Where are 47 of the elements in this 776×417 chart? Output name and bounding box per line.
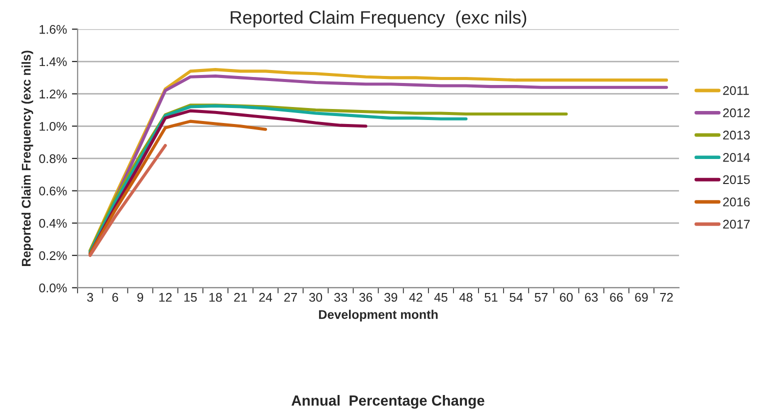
- x-tick-label: 36: [359, 292, 372, 302]
- legend-label: 2016: [723, 198, 750, 206]
- x-tick-label: 3: [87, 292, 94, 302]
- x-tick-label: 72: [660, 292, 673, 302]
- x-tick-label: 27: [284, 292, 297, 302]
- x-tick-label: 66: [610, 292, 623, 302]
- x-tick-label: 48: [459, 292, 472, 302]
- x-axis-title: Development month: [319, 310, 438, 322]
- x-tick-label: 39: [384, 292, 398, 302]
- x-tick-label: 15: [184, 293, 197, 302]
- x-tick-label: 18: [209, 292, 222, 302]
- x-tick-label: 21: [234, 292, 247, 302]
- x-tick-label: 33: [334, 292, 348, 302]
- x-tick-label: 24: [259, 292, 272, 302]
- x-tick-label: 51: [484, 293, 498, 302]
- x-tick-label: 45: [434, 293, 448, 302]
- x-tick-label: 30: [309, 292, 322, 302]
- y-tick-label: 0.6%: [39, 186, 67, 196]
- legend-label: 2012: [723, 108, 750, 118]
- y-tick-label: 1.0%: [40, 122, 67, 131]
- y-tick-label: 0.8%: [39, 154, 67, 164]
- legend-label: 2014: [723, 152, 750, 162]
- y-tick-label: 0.0%: [39, 284, 67, 292]
- x-tick-label: 54: [510, 293, 523, 302]
- x-tick-label: 60: [560, 292, 573, 302]
- legend-label: 2013: [723, 130, 750, 140]
- x-tick-label: 69: [635, 292, 648, 302]
- legend-label: 2017: [723, 220, 750, 229]
- x-tick-label: 6: [112, 292, 118, 302]
- chart-title: Reported Claim Frequency (exc nils): [230, 10, 526, 28]
- y-tick-label: 0.2%: [39, 251, 67, 260]
- y-tick-label: 1.4%: [40, 57, 67, 66]
- y-tick-label: 0.4%: [39, 218, 67, 228]
- line-series: [88, 104, 468, 254]
- y-tick-label: 1.6%: [40, 24, 67, 34]
- y-tick-label: 1.2%: [40, 90, 67, 98]
- x-tick-label: 57: [534, 293, 548, 302]
- x-tick-label: 63: [584, 292, 598, 302]
- line-series: [88, 144, 167, 257]
- y-axis-title: Reported Claim Frequency (exc nils): [21, 50, 34, 266]
- legend-label: 2011: [723, 86, 749, 95]
- x-tick-label: 9: [137, 292, 144, 302]
- x-tick-label: 12: [159, 292, 172, 302]
- line-series: [88, 120, 268, 256]
- text: Annual Percentage Change: [292, 395, 484, 409]
- legend-label: 2015: [723, 175, 750, 184]
- x-tick-label: 42: [409, 292, 422, 302]
